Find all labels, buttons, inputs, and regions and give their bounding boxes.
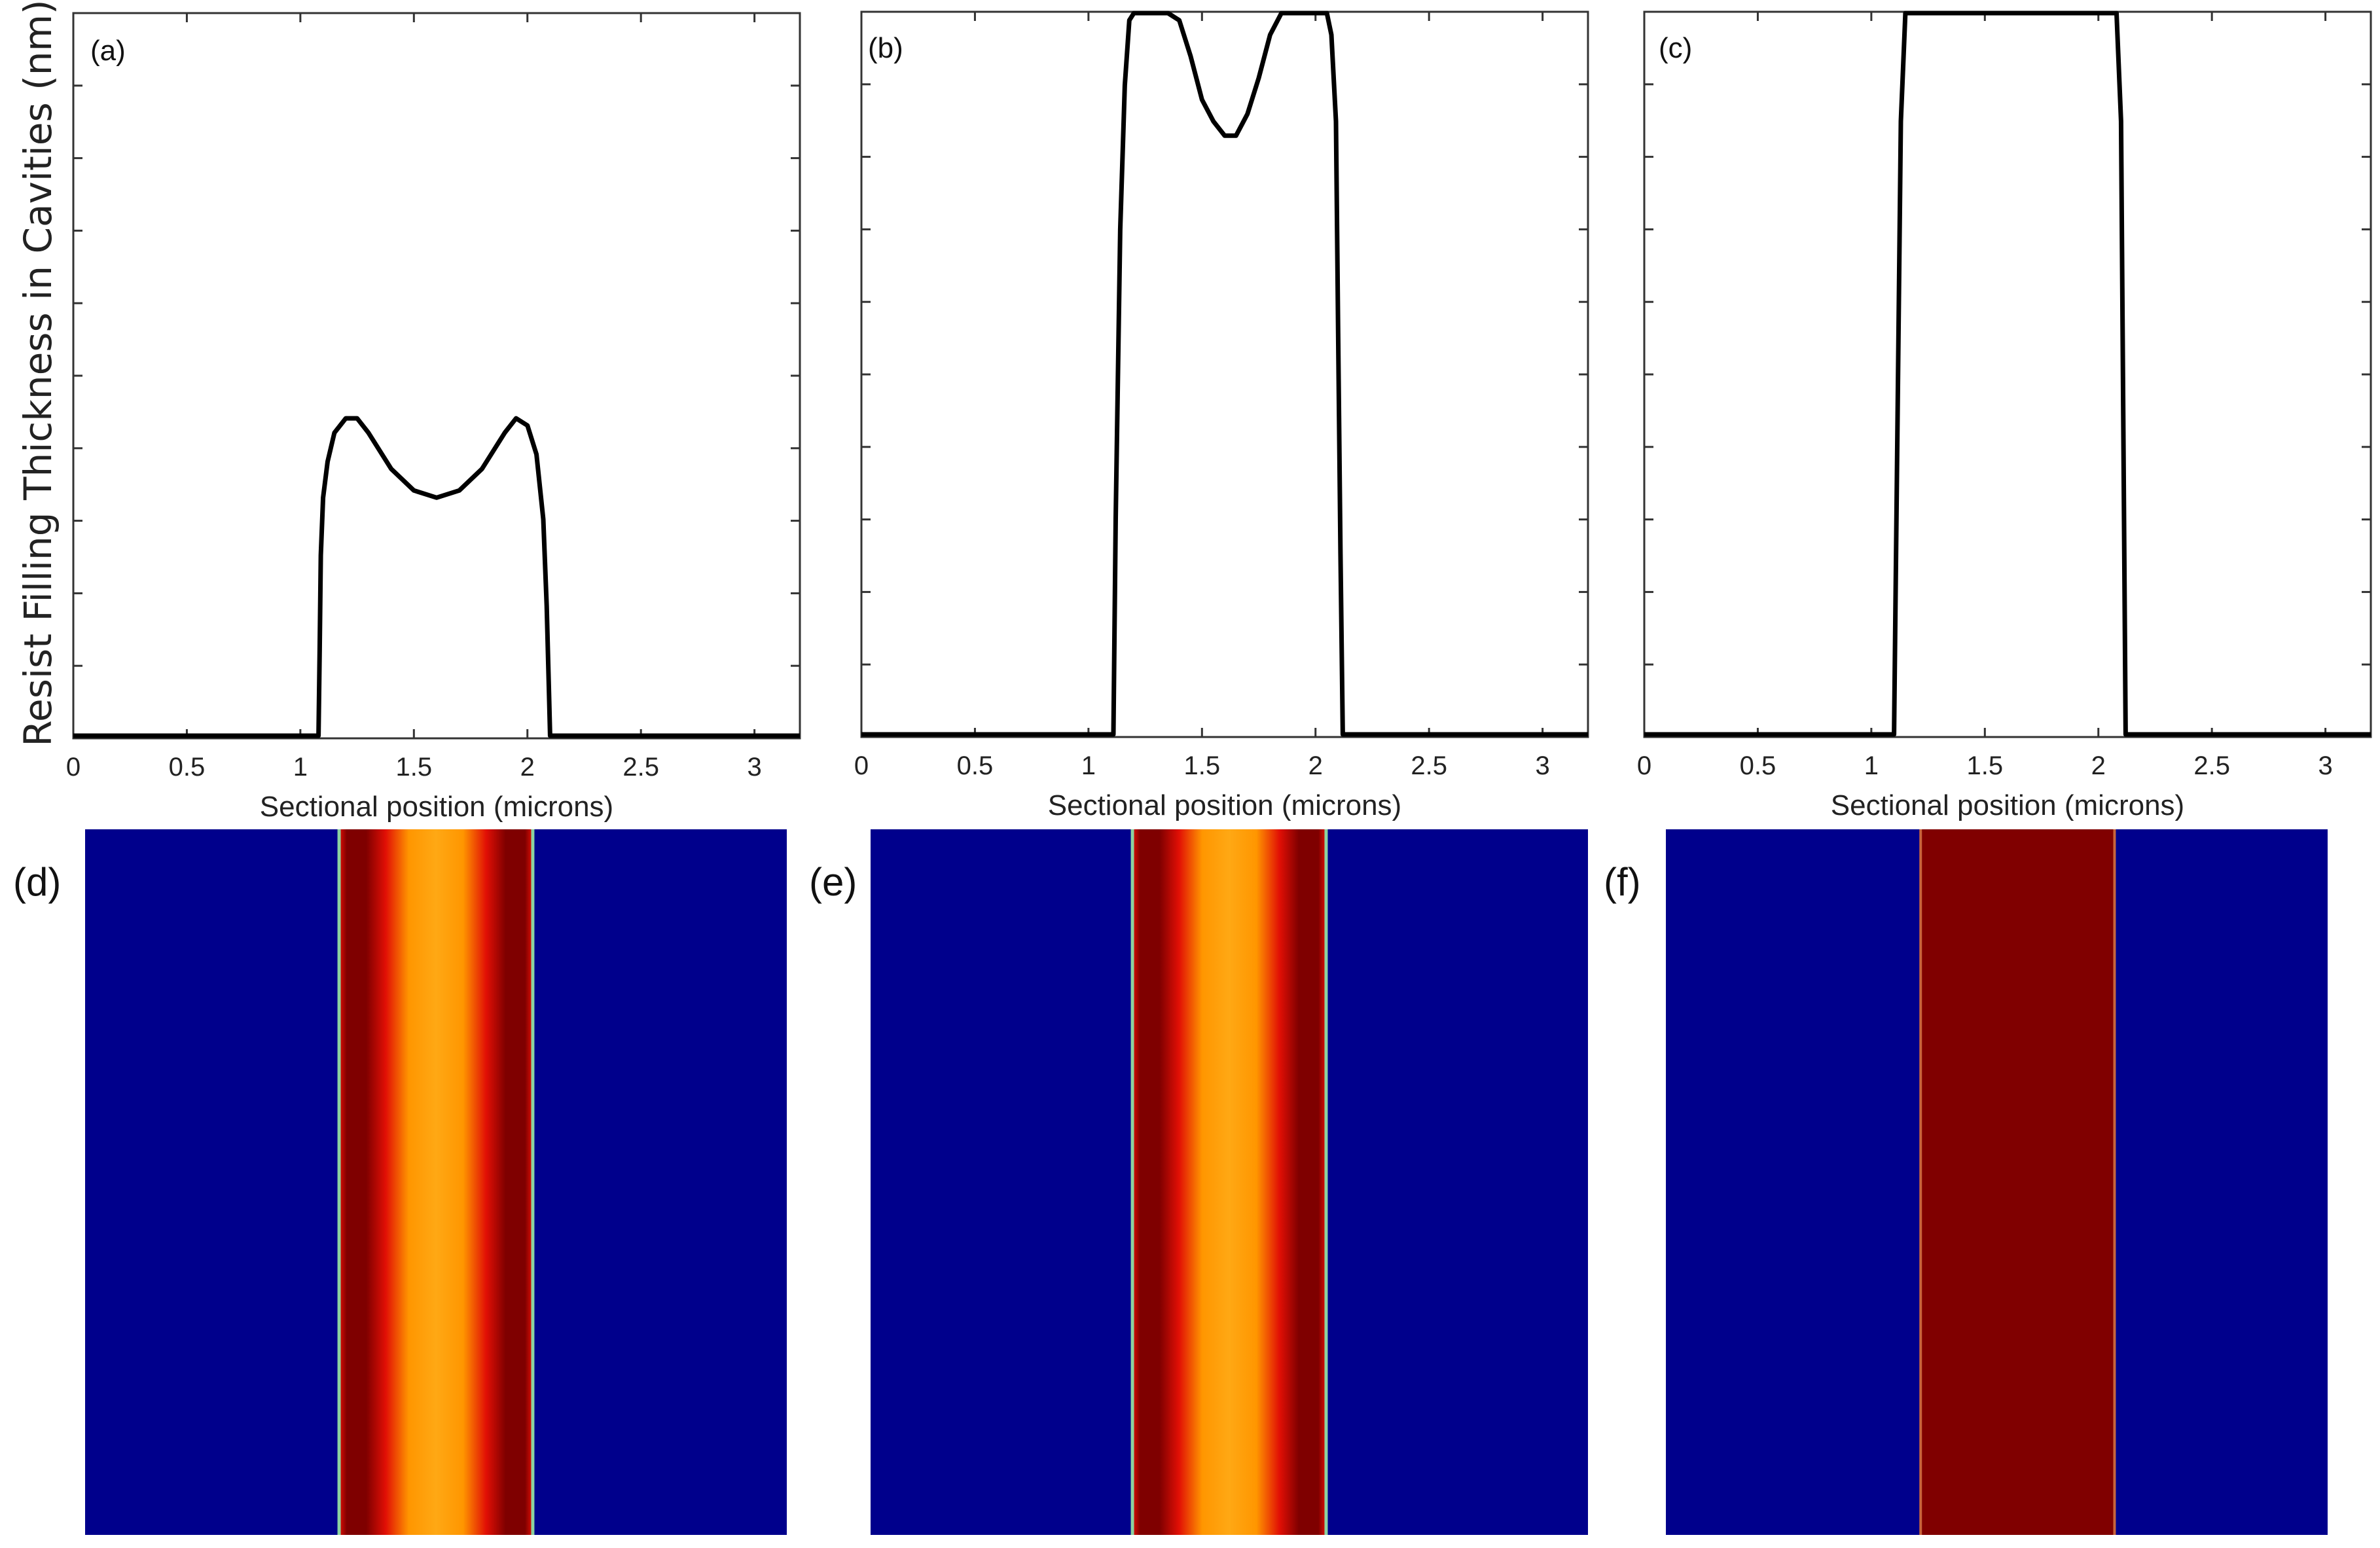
heatmap-panel-d: (d) (13, 829, 787, 1535)
plot-c-x-tick-label: 0.5 (1740, 751, 1776, 780)
plot-a-x-tick-label: 1 (293, 753, 308, 782)
heatmap-f-band (1920, 829, 2115, 1535)
plot-b-x-tick-label: 3 (1536, 751, 1550, 780)
plot-a-x-axis-label: Sectional position (microns) (260, 791, 613, 823)
plot-panel-b: 0 0.5 1 1.5 2 2.5 3 (b) Sectional position (mi… (854, 10, 1589, 821)
plot-c-x-tick-label: 1.5 (1967, 751, 2004, 780)
plot-a-x-tick-label: 2 (520, 753, 535, 782)
plot-b-x-tick-label: 0 (854, 751, 869, 780)
plot-a-x-tick-label: 1.5 (396, 753, 433, 782)
plot-a-x-tick-label: 2.5 (622, 753, 659, 782)
plot-b-tag: (b) (868, 32, 903, 64)
plot-c-tag: (c) (1659, 32, 1692, 64)
heatmap-e-band (1132, 829, 1326, 1535)
plot-b-x-tick-label: 2 (1308, 751, 1323, 780)
heatmap-f-tag: (f) (1604, 860, 1641, 904)
heatmap-e-tag: (e) (809, 860, 857, 904)
plot-c-x-tick-label: 0 (1637, 751, 1651, 780)
heatmap-panel-f: (f) (1604, 829, 2328, 1535)
plot-c-x-tick-label: 2.5 (2193, 751, 2230, 780)
plot-b-x-axis-label: Sectional position (microns) (1048, 789, 1401, 821)
heatmap-f-edge-left (1919, 829, 1922, 1535)
plot-panel-c: 0 0.5 1 1.5 2 2.5 3 (c) Sectional position (mi… (1637, 10, 2372, 821)
plot-a-x-tick-label: 0.5 (169, 753, 206, 782)
heatmap-d-band (339, 829, 533, 1535)
y-axis-label: Resist Filling Thickness in Cavities (nm… (16, 0, 60, 747)
plot-c-y-ticks (1644, 10, 2371, 666)
plot-panel-a: 0 0.5 1 1.5 2 2.5 3 (a) Sectional position (mi… (66, 12, 801, 823)
heatmap-f-edge-right (2113, 829, 2116, 1535)
plot-a-curve (73, 416, 800, 738)
plot-c-frame (1643, 10, 2372, 738)
plot-b-curve (861, 10, 1588, 737)
plot-b-x-tick-label: 1 (1081, 751, 1096, 780)
plot-c-x-tick-label: 2 (2091, 751, 2106, 780)
plot-a-frame (72, 12, 801, 740)
plot-c-x-axis-label: Sectional position (microns) (1831, 789, 2184, 821)
plot-a-tag: (a) (90, 35, 126, 67)
plot-b-frame (860, 10, 1589, 738)
heatmap-d-edge-left (337, 829, 341, 1535)
heatmap-e-edge-right (1324, 829, 1328, 1535)
heatmap-d-edge-right (531, 829, 535, 1535)
plot-c-curve (1644, 10, 2371, 737)
plot-a-x-tick-label: 0 (66, 753, 81, 782)
plot-b-x-tick-label: 1.5 (1184, 751, 1221, 780)
heatmap-d-tag: (d) (13, 860, 61, 904)
plot-b-x-tick-label: 0.5 (957, 751, 994, 780)
plot-c-x-tick-label: 1 (1864, 751, 1879, 780)
plot-b-y-ticks (861, 10, 1588, 666)
plot-b-x-tick-label: 2.5 (1411, 751, 1447, 780)
plot-a-x-ticks: 0 0.5 1 1.5 2 2.5 3 (66, 13, 762, 782)
plot-c-x-ticks: 0 0.5 1 1.5 2 2.5 3 (1637, 12, 2333, 780)
heatmap-panel-e: (e) (809, 829, 1588, 1535)
heatmap-e-edge-left (1130, 829, 1134, 1535)
plot-a-y-ticks (73, 12, 800, 667)
plot-a-x-tick-label: 3 (748, 753, 762, 782)
plot-c-x-tick-label: 3 (2318, 751, 2333, 780)
